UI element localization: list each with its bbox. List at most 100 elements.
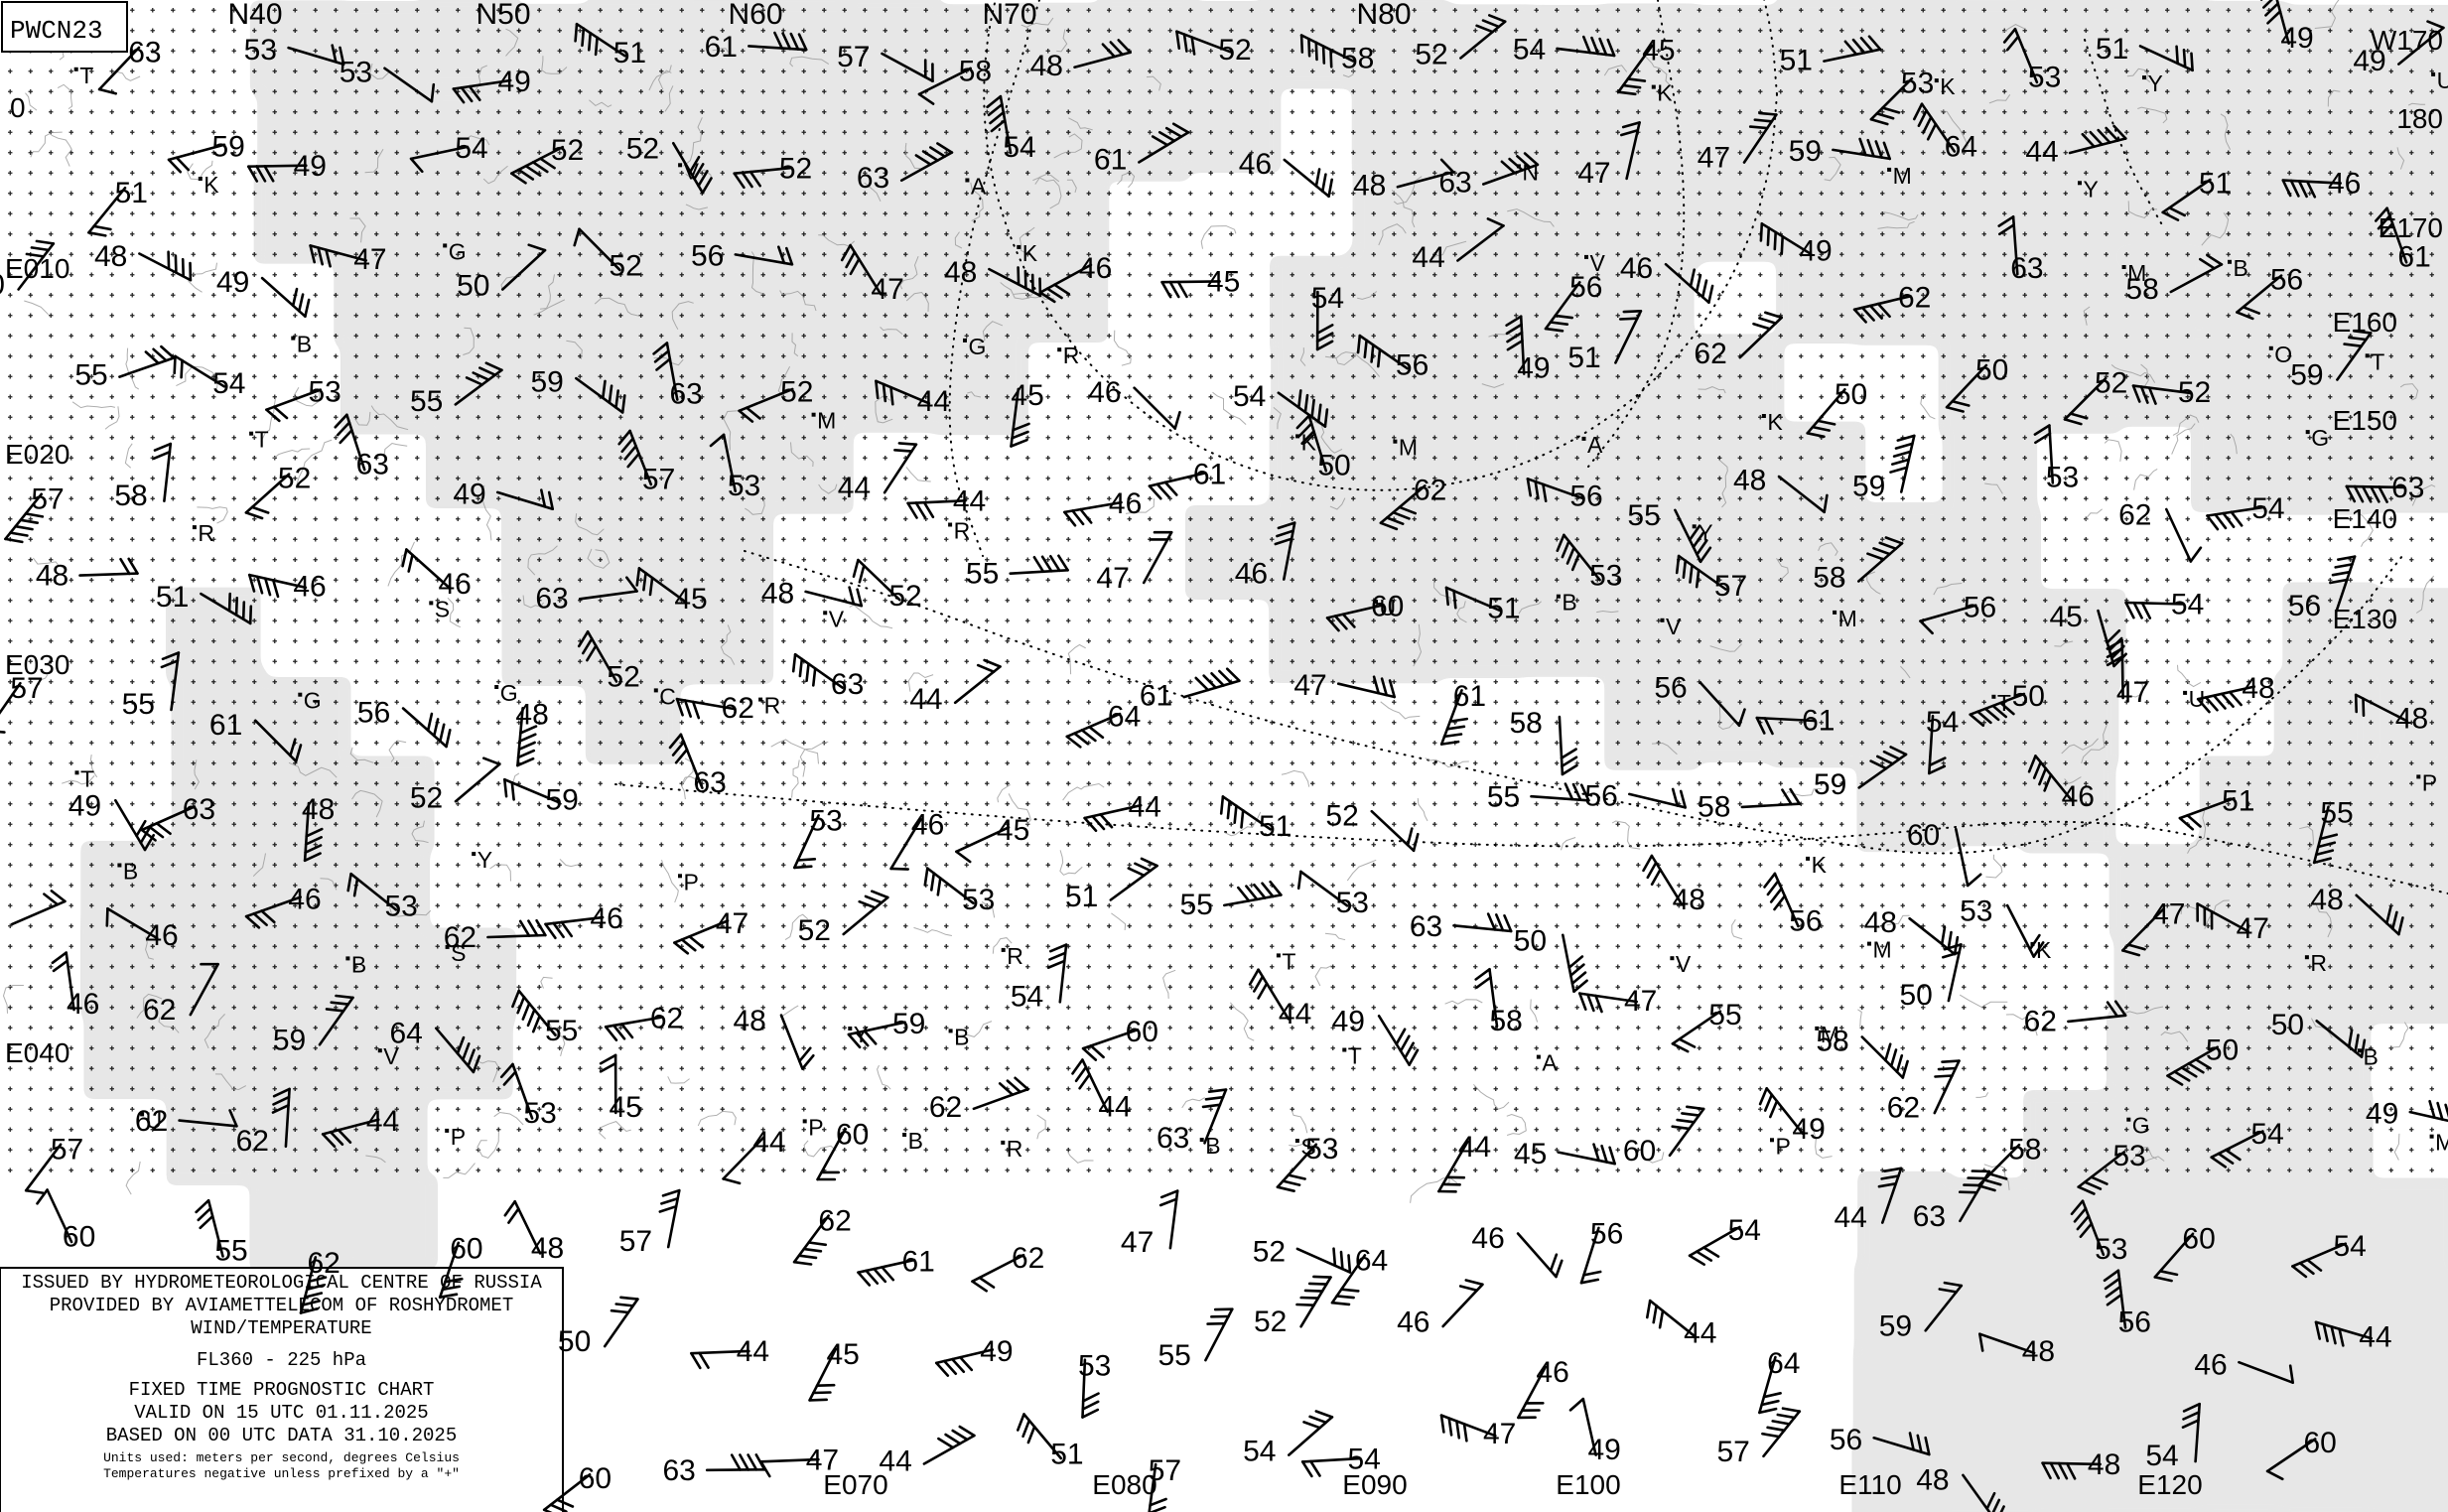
svg-text:48: 48 <box>2310 884 2343 916</box>
svg-text:49: 49 <box>1332 1005 1365 1037</box>
svg-text:48: 48 <box>2395 703 2428 736</box>
svg-text:59: 59 <box>1852 471 1885 503</box>
svg-text:B: B <box>2234 255 2248 281</box>
svg-text:61: 61 <box>705 31 738 64</box>
svg-text:57: 57 <box>51 1134 83 1167</box>
svg-text:P: P <box>451 1124 466 1150</box>
svg-text:63: 63 <box>183 793 215 826</box>
svg-text:60: 60 <box>63 1221 95 1254</box>
svg-text:62: 62 <box>1414 474 1446 506</box>
svg-text:53: 53 <box>1901 68 1934 100</box>
svg-text:61: 61 <box>1453 680 1486 713</box>
svg-text:46: 46 <box>67 988 99 1021</box>
svg-text:52: 52 <box>278 463 311 495</box>
svg-text:A: A <box>1542 1050 1558 1076</box>
svg-text:54: 54 <box>1243 1436 1276 1468</box>
svg-text:Y: Y <box>2084 176 2099 202</box>
svg-text:58: 58 <box>2125 273 2158 306</box>
svg-text:57: 57 <box>619 1225 652 1258</box>
svg-text:Y: Y <box>2148 70 2163 96</box>
svg-text:B: B <box>123 859 138 885</box>
svg-text:P: P <box>808 1114 823 1140</box>
svg-text:N60: N60 <box>728 0 782 31</box>
svg-text:54: 54 <box>1233 380 1266 413</box>
svg-text:E100: E100 <box>1556 1469 1620 1500</box>
svg-text:44: 44 <box>917 385 950 418</box>
svg-text:46: 46 <box>2194 1348 2227 1381</box>
svg-text:53: 53 <box>309 376 341 409</box>
svg-text:51: 51 <box>156 581 189 614</box>
svg-text:60: 60 <box>1907 819 1940 852</box>
svg-text:59: 59 <box>212 130 245 163</box>
svg-text:E120: E120 <box>2137 1469 2202 1500</box>
svg-text:50: 50 <box>1975 353 2008 386</box>
svg-text:63: 63 <box>128 36 161 69</box>
svg-text:46: 46 <box>1239 148 1272 181</box>
svg-text:Temperatures negative unless p: Temperatures negative unless prefixed by… <box>103 1466 460 1481</box>
svg-text:49: 49 <box>1792 1113 1825 1146</box>
svg-text:52: 52 <box>1415 39 1447 71</box>
svg-text:52: 52 <box>1253 1235 1286 1268</box>
svg-text:50: 50 <box>2271 1009 2304 1041</box>
svg-text:50: 50 <box>2012 680 2045 713</box>
svg-text:62: 62 <box>2024 1005 2057 1037</box>
svg-text:55: 55 <box>410 385 443 418</box>
svg-text:56: 56 <box>357 697 390 730</box>
svg-text:63: 63 <box>535 583 568 616</box>
svg-text:K: K <box>1812 852 1828 878</box>
svg-text:E110: E110 <box>1838 1469 1901 1500</box>
svg-text:60: 60 <box>1126 1016 1158 1048</box>
svg-text:50: 50 <box>1317 449 1350 481</box>
svg-text:C: C <box>659 683 676 709</box>
svg-text:48: 48 <box>944 256 977 289</box>
svg-text:57: 57 <box>1149 1454 1181 1487</box>
svg-text:Y: Y <box>477 847 492 873</box>
svg-text:62: 62 <box>818 1204 851 1237</box>
svg-text:54: 54 <box>212 367 245 400</box>
svg-text:54: 54 <box>2171 588 2204 620</box>
svg-text:54: 54 <box>2251 492 2284 525</box>
svg-text:63: 63 <box>1410 910 1442 943</box>
svg-text:64: 64 <box>1108 700 1141 733</box>
svg-text:44: 44 <box>838 472 871 504</box>
svg-text:48: 48 <box>1864 906 1897 939</box>
svg-text:B: B <box>2364 1043 2379 1069</box>
svg-text:E010: E010 <box>5 253 69 284</box>
svg-text:46: 46 <box>1471 1222 1504 1255</box>
svg-text:53: 53 <box>1336 887 1369 919</box>
svg-text:46: 46 <box>1536 1356 1568 1389</box>
svg-text:49: 49 <box>216 266 249 299</box>
svg-text:G: G <box>2311 425 2329 451</box>
svg-text:E020: E020 <box>5 439 69 470</box>
svg-text:57: 57 <box>10 672 43 705</box>
svg-text:R: R <box>954 518 971 544</box>
svg-text:R: R <box>1063 343 1080 368</box>
svg-text:N40: N40 <box>227 0 282 31</box>
svg-text:58: 58 <box>959 56 992 88</box>
svg-text:58: 58 <box>1698 791 1730 824</box>
svg-text:VALID ON 15 UTC 01.11.2025: VALID ON 15 UTC 01.11.2025 <box>134 1402 428 1424</box>
svg-text:B: B <box>351 951 366 977</box>
svg-text:51: 51 <box>1487 592 1520 624</box>
svg-text:61: 61 <box>1802 705 1835 738</box>
svg-text:62: 62 <box>1012 1242 1044 1275</box>
svg-text:55: 55 <box>1158 1339 1191 1372</box>
svg-text:44: 44 <box>752 1126 785 1159</box>
svg-text:59: 59 <box>1789 135 1822 168</box>
svg-text:48: 48 <box>1673 884 1705 916</box>
svg-text:WIND/TEMPERATURE: WIND/TEMPERATURE <box>191 1317 371 1339</box>
svg-text:44: 44 <box>1458 1131 1491 1164</box>
svg-text:K: K <box>1767 409 1783 435</box>
svg-text:N50: N50 <box>476 0 530 31</box>
svg-text:44: 44 <box>1412 241 1444 274</box>
svg-text:46: 46 <box>590 902 622 935</box>
svg-text:50: 50 <box>1514 925 1547 958</box>
svg-text:N70: N70 <box>982 0 1036 31</box>
svg-text:46: 46 <box>2328 167 2361 200</box>
svg-text:49: 49 <box>2353 45 2385 77</box>
svg-text:U: U <box>2437 68 2448 93</box>
svg-text:49: 49 <box>2280 22 2313 55</box>
svg-text:44: 44 <box>1279 998 1311 1031</box>
svg-text:45: 45 <box>997 814 1029 847</box>
svg-text:54: 54 <box>2250 1118 2283 1151</box>
